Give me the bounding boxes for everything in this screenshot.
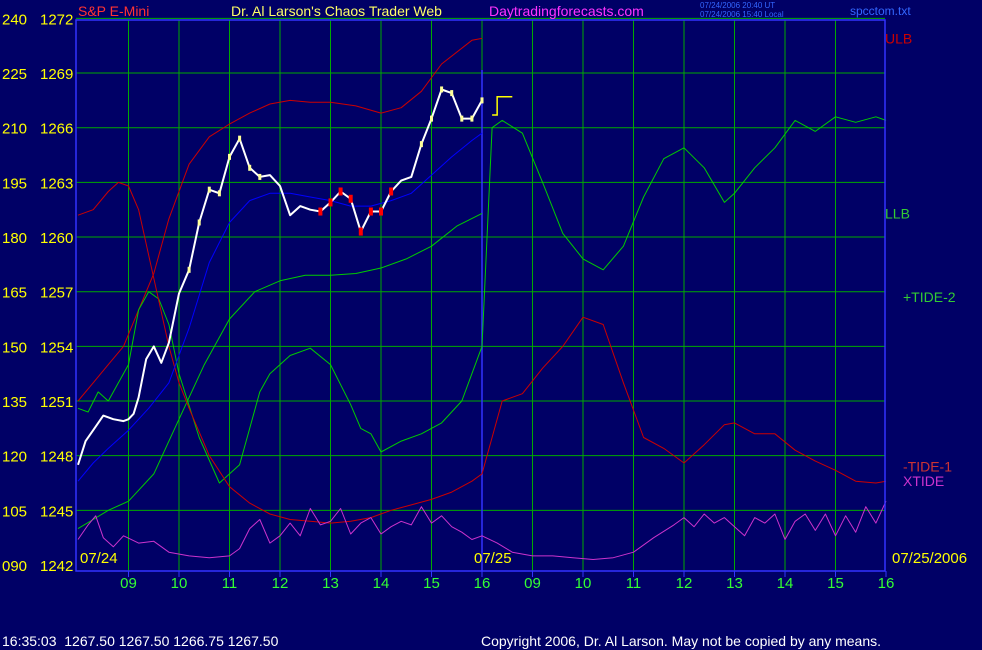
legend-label--tide-1: -TIDE-1 xyxy=(903,459,952,475)
legend-label-xtide: XTIDE xyxy=(903,473,944,489)
left-tick-label: 090 xyxy=(2,558,27,575)
series-line-ema xyxy=(77,132,483,482)
forecast-marker xyxy=(492,95,513,116)
time-tick-label: 16 xyxy=(878,575,895,592)
legend-label-llb: LLB xyxy=(885,205,910,221)
time-tick-label: 13 xyxy=(726,575,743,592)
price-bar-red xyxy=(358,227,363,236)
price-bar-yellow xyxy=(470,115,474,122)
copyright-notice: Copyright 2006, Dr. Al Larson. May not b… xyxy=(481,633,882,649)
timestamp-line1: 07/24/2006 20:40 UT xyxy=(700,1,776,10)
price-bar-red xyxy=(348,194,353,203)
left-tick-label: 225 xyxy=(2,66,27,83)
price-bar-yellow xyxy=(197,219,201,226)
time-tick-label: 14 xyxy=(777,575,794,592)
time-tick-label: 12 xyxy=(676,575,693,592)
price-bar-yellow xyxy=(460,115,464,122)
date-label: 07/24 xyxy=(80,550,118,567)
left-tick-label: 240 xyxy=(2,11,27,28)
time-tick-label: 14 xyxy=(373,575,390,592)
price-bar-red xyxy=(318,207,323,216)
price-bar-red xyxy=(338,187,343,196)
price-bar-yellow xyxy=(238,135,242,142)
site-link[interactable]: Daytradingforecasts.com xyxy=(489,3,644,19)
series-line--tide-1 xyxy=(77,181,887,524)
price-tick-label: 1242 xyxy=(40,558,73,575)
price-bar-yellow xyxy=(217,190,221,197)
time-tick-label: 10 xyxy=(575,575,592,592)
price-bar-red xyxy=(328,198,333,207)
price-tick-label: 1266 xyxy=(40,121,73,138)
legend-label--tide-2: +TIDE-2 xyxy=(903,289,956,305)
chart-series xyxy=(77,37,887,560)
time-tick-label: 16 xyxy=(474,575,491,592)
price-bar-yellow xyxy=(419,141,423,148)
left-tick-label: 195 xyxy=(2,175,27,192)
price-tick-label: 1269 xyxy=(40,66,73,83)
date-label: 07/25 xyxy=(474,550,512,567)
price-tick-label: 1248 xyxy=(40,449,73,466)
series-line-price xyxy=(77,88,483,466)
symbol-label: S&P E-Mini xyxy=(78,3,150,19)
series-line-llb xyxy=(77,212,483,530)
time-tick-label: 11 xyxy=(222,575,238,592)
time-tick-label: 09 xyxy=(120,575,137,592)
timestamp-line2: 07/24/2006 15:40 Local xyxy=(700,10,784,19)
price-bar-red xyxy=(368,207,373,216)
price-bar-yellow xyxy=(440,86,444,93)
chart-title: Dr. Al Larson's Chaos Trader Web xyxy=(231,3,442,19)
left-tick-label: 150 xyxy=(2,339,27,356)
time-tick-label: 13 xyxy=(322,575,339,592)
chart-grid xyxy=(76,17,885,571)
file-name: spcctom.txt xyxy=(850,4,911,18)
price-bar-yellow xyxy=(258,173,262,180)
price-bar-red xyxy=(389,187,394,196)
date-label: 07/25/2006 xyxy=(892,550,967,567)
price-bar-red xyxy=(379,207,383,216)
left-tick-label: 105 xyxy=(2,503,27,520)
left-tick-label: 180 xyxy=(2,230,27,247)
price-bar-yellow xyxy=(450,90,454,97)
price-bar-yellow xyxy=(187,266,191,273)
chart-axes: 1242 090 1245 105 1248 120 1251 135 1254 150 1257 1… xyxy=(2,11,967,592)
time-tick-label: 15 xyxy=(423,575,440,592)
time-tick-label: 15 xyxy=(827,575,844,592)
price-bar-yellow xyxy=(228,153,231,160)
time-tick-label: 09 xyxy=(524,575,541,592)
price-highlights xyxy=(187,86,513,273)
legend-label-ulb: ULB xyxy=(885,30,912,46)
price-bar-yellow xyxy=(480,97,484,104)
series-line--tide-2 xyxy=(77,116,887,484)
series-line-xtide xyxy=(77,500,887,560)
time-tick-label: 10 xyxy=(171,575,188,592)
series-line-ulb xyxy=(77,37,483,402)
price-tick-label: 1245 xyxy=(40,503,73,520)
plot-border xyxy=(75,19,886,572)
price-tick-label: 1260 xyxy=(40,230,73,247)
price-bar-yellow xyxy=(248,164,252,171)
left-tick-label: 120 xyxy=(2,449,27,466)
left-tick-label: 165 xyxy=(2,285,27,302)
price-tick-label: 1257 xyxy=(40,285,73,302)
price-tick-label: 1254 xyxy=(40,339,73,356)
price-bar-yellow xyxy=(430,115,433,122)
time-tick-label: 12 xyxy=(272,575,289,592)
price-tick-label: 1272 xyxy=(40,11,73,28)
price-tick-label: 1251 xyxy=(40,394,73,411)
left-tick-label: 135 xyxy=(2,394,27,411)
price-bar-yellow xyxy=(207,186,211,193)
left-tick-label: 210 xyxy=(2,121,27,138)
price-tick-label: 1263 xyxy=(40,175,73,192)
quote-readout: 16:35:03 1267.50 1267.50 1266.75 1267.50 xyxy=(2,633,279,649)
time-tick-label: 11 xyxy=(626,575,642,592)
